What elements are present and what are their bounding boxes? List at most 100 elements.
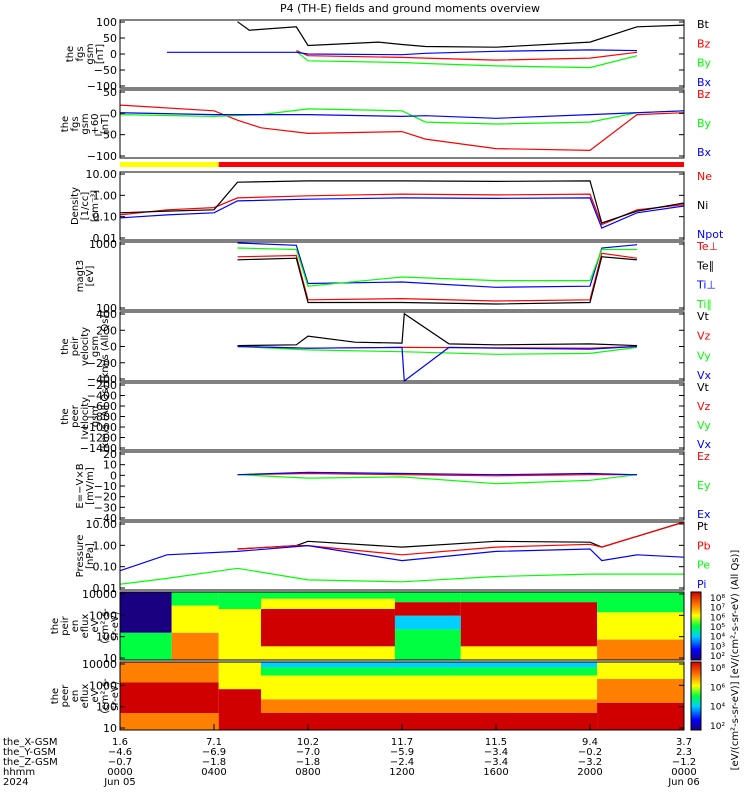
ylabel-line-peir_eflux: eflux xyxy=(80,614,91,639)
ylabel-line-peir_eflux: sr-eV) xyxy=(110,611,121,640)
colorbar-tick-label: 10⁴ xyxy=(710,703,725,713)
legend-fgs_dsl-Bz: Bz xyxy=(697,88,711,101)
xaxis-value: −1.8 xyxy=(202,757,226,768)
peir_eflux-cell xyxy=(218,592,261,609)
peir_eflux-cell xyxy=(394,615,461,630)
ylabel-line-peer_vel: the xyxy=(60,408,71,424)
legend-peer_vel-Vx: Vx xyxy=(697,438,712,451)
legend-temp-Ti⊥: Ti⊥ xyxy=(696,279,716,292)
ylabel-line-efield: [mV/m] xyxy=(85,467,96,505)
colorbar-label-text: [eV/(cm²-s-sr-eV)] [eV/(cm²-s-sr-eV) (Al… xyxy=(730,550,741,771)
ytick-label-fgs: 50 xyxy=(103,32,117,45)
ytick-label-peer_vel: −1400 xyxy=(80,442,117,455)
xaxis-value: −6.9 xyxy=(202,747,226,758)
series-efield-Ez xyxy=(237,472,637,477)
legend-density-Ne: Ne xyxy=(697,170,712,183)
ylabel-peer_eflux: the peer en eflux eV (cm²-s-sr-eV) xyxy=(50,678,121,714)
ylabel-line-peir_eflux: en xyxy=(70,620,81,633)
ytick-label-fgs_dsl: −100 xyxy=(87,150,117,163)
ylabel-line-peir_vel: the xyxy=(60,338,71,354)
peer_eflux-cell xyxy=(120,662,219,683)
peir_eflux-cell xyxy=(218,609,261,660)
xaxis-value: −0.7 xyxy=(108,757,132,768)
ytick-label-peir_eflux: 10000 xyxy=(82,588,117,601)
legend-peir_vel-Vt: Vt xyxy=(697,310,710,323)
ylabel-peir_eflux: the peir en eflux eV (cm²-s-sr-eV) xyxy=(50,608,121,644)
xaxis-value: 1600 xyxy=(483,767,508,778)
series-fgs_dsl-Bz xyxy=(119,104,685,152)
xaxis-value: 0400 xyxy=(201,767,226,778)
ylabel-line-peer_eflux: eflux xyxy=(80,684,91,709)
xaxis-value: −3.2 xyxy=(578,757,602,768)
peer_eflux-cell xyxy=(597,679,684,703)
peer_eflux-cell xyxy=(120,713,219,730)
series-density-Ni xyxy=(119,180,685,224)
legend-peir_vel-Vy: Vy xyxy=(697,349,711,362)
ylabel-density: Density [1/cc] [cm⁻³] xyxy=(70,187,101,225)
peer_eflux-cell xyxy=(261,662,598,668)
series-temp-Te∥ xyxy=(237,256,638,305)
xaxis-row-label: the_Z-GSM xyxy=(3,757,58,768)
xaxis-value: 9.4 xyxy=(582,737,598,748)
ylabel-temp: magt3 [eV] xyxy=(75,260,96,293)
legend-peer_vel-Vz: Vz xyxy=(697,400,711,413)
peir_eflux-cell xyxy=(120,592,172,633)
ytick-label-temp: 100 xyxy=(96,302,117,315)
colorbar-tick-label: 10⁶ xyxy=(710,613,725,623)
series-fgs_dsl-Bx xyxy=(119,110,685,119)
series-peir_vel-Vx xyxy=(237,345,638,383)
ylabel-line-density: [cm⁻³] xyxy=(90,190,101,222)
panel-frame-pressure xyxy=(119,521,685,591)
ytick-label-fgs: 100 xyxy=(96,16,117,29)
ytick-label-peir_vel: 0 xyxy=(110,341,117,354)
series-fgs-Bt xyxy=(237,21,685,48)
legend-fgs-Bz: Bz xyxy=(697,37,711,50)
ytick-label-efield: 0 xyxy=(110,469,117,482)
ylabel-line-fgs_dsl: [nT] xyxy=(100,114,111,134)
colorbar-tick-label: 10⁸ xyxy=(710,664,725,674)
colorbar-tick-label: 10⁴ xyxy=(710,633,725,643)
ytick-label-peir_eflux: 100 xyxy=(96,631,117,644)
panel-frame-peir_vel xyxy=(119,311,685,382)
xaxis-value: −7.0 xyxy=(296,747,320,758)
legend-density-Npot: Npot xyxy=(697,228,724,241)
legend-efield-Ey: Ey xyxy=(697,479,711,492)
ytick-label-peer_vel: −600 xyxy=(87,400,117,413)
legend-fgs-Bx: Bx xyxy=(697,76,712,89)
ylabel-line-peer_eflux: the xyxy=(50,688,61,704)
xaxis-value: 2000 xyxy=(577,767,602,778)
legend-fgs_dsl-Bx: Bx xyxy=(697,146,712,159)
ytick-label-density: 1.00 xyxy=(93,189,118,202)
xaxis-value: 1200 xyxy=(389,767,414,778)
ylabel-line-peer_eflux: (cm²-s- xyxy=(100,678,111,714)
ytick-label-fgs: −100 xyxy=(87,80,117,93)
xaxis-value: 3.7 xyxy=(676,737,692,748)
ytick-label-efield: 20 xyxy=(103,448,117,461)
xaxis-value: Jun 06 xyxy=(667,777,700,788)
xaxis-value: 1.6 xyxy=(112,737,128,748)
legend-pressure-Pi: Pi xyxy=(697,578,706,591)
ytick-label-efield: −40 xyxy=(94,512,117,525)
legend-density-Ni: Ni xyxy=(697,199,708,212)
ylabel-line-fgs_dsl: fgs xyxy=(70,116,81,131)
legend-efield-Ex: Ex xyxy=(697,508,711,521)
xaxis-value: −3.4 xyxy=(484,757,508,768)
figure-title: P4 (TH-E) fields and ground moments over… xyxy=(280,2,540,15)
series-pressure-Pb xyxy=(237,521,685,556)
legend-fgs-By: By xyxy=(697,57,712,70)
peer_eflux-cell xyxy=(261,667,598,676)
ylabel-line-peir_eflux: (cm²-s- xyxy=(100,608,111,644)
ylabel-line-peer_vel: peer xyxy=(70,404,81,428)
panel-frame-temp xyxy=(119,241,685,311)
ylabel-line-peir_vel: [km/s (All Qs)] xyxy=(100,311,111,383)
ylabel-line-density: [1/cc] xyxy=(80,192,91,221)
legend-peer_vel-Vy: Vy xyxy=(697,419,711,432)
ytick-label-peir_eflux: 10 xyxy=(103,652,117,665)
panel-frame-fgs xyxy=(119,19,685,89)
xaxis-row-label: the_Y-GSM xyxy=(3,747,56,758)
peer_eflux-cell xyxy=(261,675,598,700)
peir_eflux-cell xyxy=(120,632,172,660)
ylabel-line-fgs_dsl: gsm xyxy=(80,113,91,134)
series-pressure-Pt xyxy=(237,521,685,550)
peir_eflux-cell xyxy=(394,602,461,616)
